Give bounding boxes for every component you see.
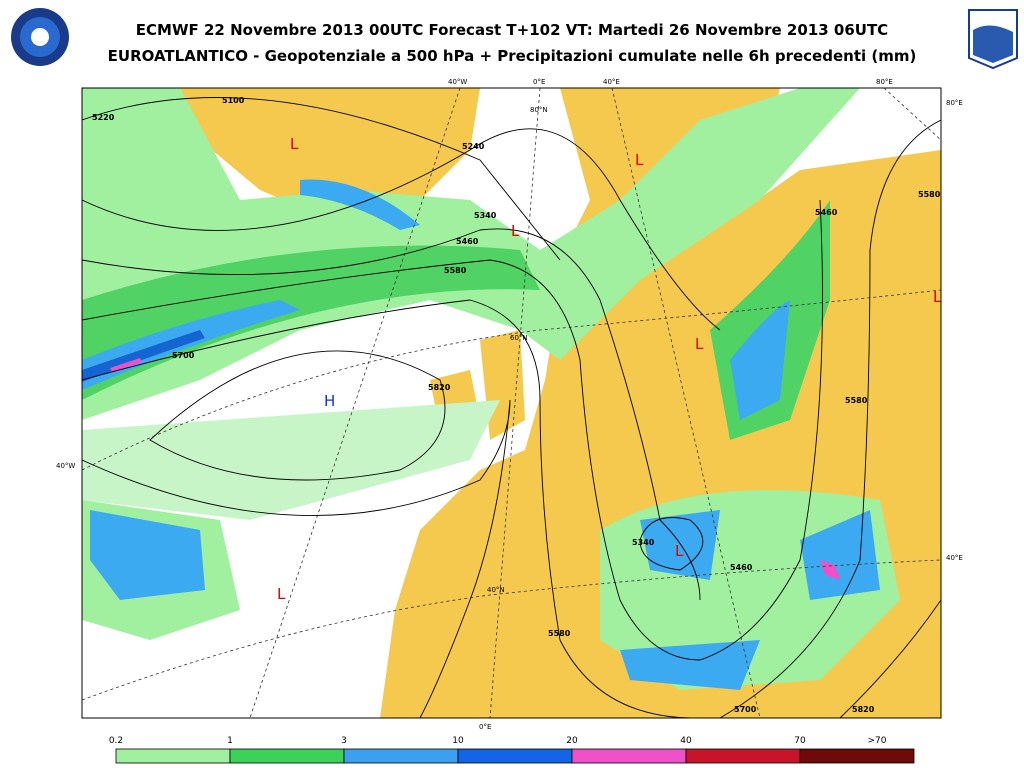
map-frame <box>81 87 942 719</box>
low-center: L <box>290 135 299 153</box>
low-center: L <box>511 222 520 240</box>
lon-label: 40°E <box>603 78 620 86</box>
contour-label: 5580 <box>845 396 868 405</box>
legend-swatch <box>685 748 801 764</box>
legend-label: 3 <box>341 736 347 746</box>
lat-label: 40°N <box>487 586 505 594</box>
lon-label: 0°E <box>533 78 545 86</box>
lon-label: 0°E <box>479 723 491 731</box>
contour-label: 5820 <box>428 383 451 392</box>
logo-right <box>968 9 1018 70</box>
contour-label: 5580 <box>548 629 571 638</box>
contour-label: 5340 <box>474 211 497 220</box>
contour-label: 5340 <box>632 538 655 547</box>
low-center: L <box>675 542 684 560</box>
lon-label: 40°W <box>56 462 75 470</box>
contour-label: 5700 <box>734 705 757 714</box>
legend-label: 0.2 <box>109 736 123 746</box>
legend-swatch <box>343 748 459 764</box>
contour-label: 5580 <box>918 190 941 199</box>
contour-label: 5240 <box>462 142 485 151</box>
legend-label: >70 <box>868 736 887 746</box>
lon-label: 80°E <box>876 78 893 86</box>
low-center: L <box>695 335 704 353</box>
legend-label: 1 <box>227 736 233 746</box>
low-center: L <box>635 151 644 169</box>
contour-label: 5460 <box>456 237 479 246</box>
lon-label: 80°E <box>946 99 963 107</box>
legend-swatch <box>799 748 915 764</box>
logo-left <box>11 8 69 66</box>
lon-label: 40°E <box>946 554 963 562</box>
contour-label: 5820 <box>852 705 875 714</box>
legend-label: 20 <box>566 736 578 746</box>
low-center: L <box>933 288 942 306</box>
lat-label: 80°N <box>530 106 548 114</box>
contour-label: 5220 <box>92 113 115 122</box>
title-line-2: EUROATLANTICO - Geopotenziale a 500 hPa … <box>108 47 917 65</box>
high-center: H <box>324 392 335 410</box>
lon-label: 40°W <box>448 78 467 86</box>
legend-label: 70 <box>794 736 806 746</box>
legend-swatch <box>115 748 231 764</box>
contour-label: 5100 <box>222 96 245 105</box>
low-center: L <box>277 585 286 603</box>
legend-swatch <box>571 748 687 764</box>
map: 5100 5220 5240 5340 5460 5580 5700 5820 … <box>82 88 942 718</box>
lat-label: 60°N <box>510 334 528 342</box>
contour-label: 5700 <box>172 351 195 360</box>
legend-label: 10 <box>452 736 464 746</box>
title-line-1: ECMWF 22 Novembre 2013 00UTC Forecast T+… <box>136 21 888 39</box>
legend-swatch <box>457 748 573 764</box>
contour-label: 5460 <box>730 563 753 572</box>
legend-swatch <box>229 748 345 764</box>
legend: 0.2 1 3 10 20 40 70 >70 <box>109 736 915 764</box>
contour-label: 5580 <box>444 266 467 275</box>
legend-label: 40 <box>680 736 692 746</box>
contour-label: 5460 <box>815 208 838 217</box>
